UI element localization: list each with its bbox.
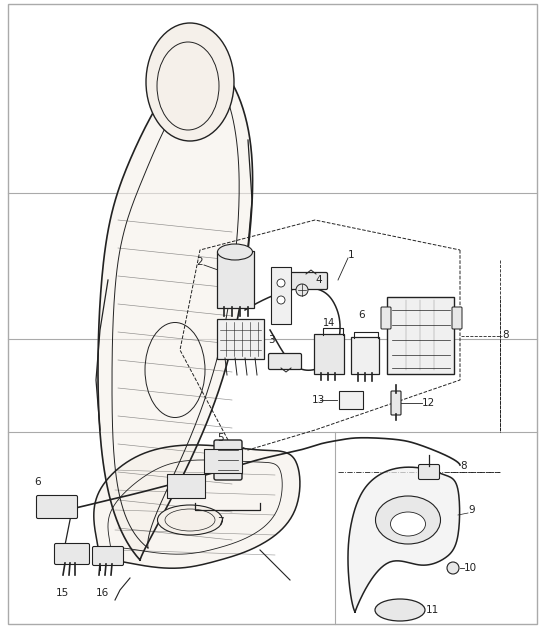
FancyBboxPatch shape <box>391 391 401 415</box>
FancyBboxPatch shape <box>37 495 77 519</box>
Ellipse shape <box>376 496 440 544</box>
Ellipse shape <box>146 23 234 141</box>
FancyBboxPatch shape <box>351 337 379 374</box>
Ellipse shape <box>391 512 426 536</box>
FancyBboxPatch shape <box>339 391 363 409</box>
Text: 11: 11 <box>426 605 439 615</box>
Ellipse shape <box>277 296 285 304</box>
Text: 8: 8 <box>502 330 508 340</box>
FancyBboxPatch shape <box>269 354 301 369</box>
FancyBboxPatch shape <box>54 543 89 565</box>
Text: 3: 3 <box>268 335 275 345</box>
Polygon shape <box>94 445 300 570</box>
FancyBboxPatch shape <box>381 307 391 329</box>
Ellipse shape <box>217 244 252 260</box>
Text: 5: 5 <box>217 433 223 443</box>
Circle shape <box>296 284 308 296</box>
Text: 10: 10 <box>464 563 477 573</box>
FancyBboxPatch shape <box>314 334 344 374</box>
Text: 6: 6 <box>34 477 41 487</box>
Polygon shape <box>98 62 252 560</box>
Text: 7: 7 <box>217 517 223 527</box>
Text: 4: 4 <box>315 275 322 285</box>
FancyBboxPatch shape <box>167 474 205 498</box>
Ellipse shape <box>375 599 425 621</box>
Circle shape <box>447 562 459 574</box>
Text: 14: 14 <box>323 318 335 328</box>
Text: 2: 2 <box>196 257 203 267</box>
FancyBboxPatch shape <box>204 449 242 473</box>
Text: 13: 13 <box>312 395 325 405</box>
FancyBboxPatch shape <box>93 546 124 565</box>
Text: 16: 16 <box>96 588 109 598</box>
FancyBboxPatch shape <box>387 297 454 374</box>
Text: 1: 1 <box>348 250 355 260</box>
FancyBboxPatch shape <box>271 267 291 324</box>
FancyBboxPatch shape <box>214 440 242 480</box>
Ellipse shape <box>277 279 285 287</box>
Text: 12: 12 <box>422 398 435 408</box>
FancyBboxPatch shape <box>217 319 264 359</box>
FancyBboxPatch shape <box>217 251 254 308</box>
Polygon shape <box>348 467 459 612</box>
FancyBboxPatch shape <box>290 273 328 290</box>
Text: 6: 6 <box>358 310 365 320</box>
Text: 8: 8 <box>460 461 467 471</box>
Text: 15: 15 <box>56 588 69 598</box>
Ellipse shape <box>158 505 222 535</box>
Text: 9: 9 <box>468 505 475 515</box>
FancyBboxPatch shape <box>419 465 439 480</box>
FancyBboxPatch shape <box>452 307 462 329</box>
